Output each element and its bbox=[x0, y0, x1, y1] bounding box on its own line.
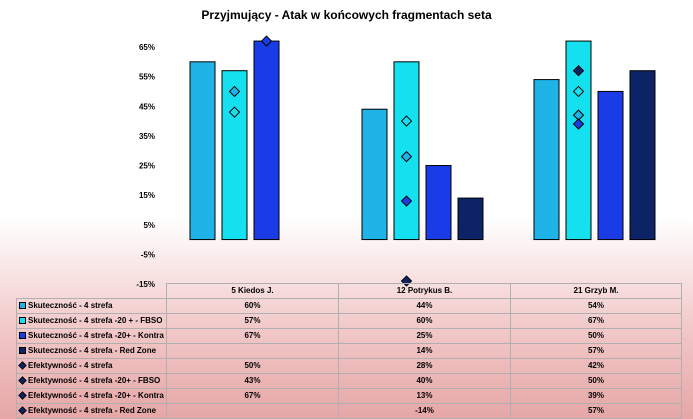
y-tick-label: 45% bbox=[139, 102, 155, 111]
marker-point bbox=[572, 64, 585, 77]
legend-label: Efektywność - 4 strefa -20+ - FBSO bbox=[28, 376, 161, 385]
marker-point bbox=[572, 85, 585, 98]
legend-label: Efektywność - 4 strefa -20+ - Kontra bbox=[28, 391, 164, 400]
data-label: 50% bbox=[166, 358, 339, 374]
data-label: 25% bbox=[338, 328, 511, 344]
table-row: Skuteczność - 4 strefa -20+ - Kontra 67% 2… bbox=[16, 328, 682, 344]
bar bbox=[457, 197, 484, 241]
legend-label: Skuteczność - 4 strefa -20+ - Kontra bbox=[28, 331, 164, 340]
marker-point bbox=[228, 106, 241, 118]
table-row: Efektywność - 4 strefa 50% 28% 42% bbox=[16, 358, 682, 374]
data-table: 5 Kiedos J. 12 Potrykus B. 21 Grzyb M. Skut… bbox=[16, 283, 682, 419]
data-label: 60% bbox=[166, 298, 339, 314]
legend-cell: Skuteczność - 4 strefa - Red Zone bbox=[16, 343, 167, 359]
legend-key bbox=[19, 317, 26, 324]
data-label: 67% bbox=[510, 313, 682, 329]
legend-label: Efektywność - 4 strefa bbox=[28, 361, 113, 370]
bar bbox=[253, 40, 280, 241]
data-label: 60% bbox=[338, 313, 511, 329]
data-label: 43% bbox=[166, 373, 339, 389]
data-label: 40% bbox=[338, 373, 511, 389]
category-label: 5 Kiedos J. bbox=[166, 283, 339, 299]
legend-cell: Efektywność - 4 strefa bbox=[16, 358, 167, 374]
legend-cell: Efektywność - 4 strefa - Red Zone bbox=[16, 403, 167, 419]
data-label: 54% bbox=[510, 298, 682, 314]
marker-point bbox=[400, 195, 413, 207]
data-label: -14% bbox=[338, 403, 511, 419]
category-label: 12 Potrykus B. bbox=[338, 283, 511, 299]
marker-point bbox=[260, 35, 273, 47]
table-corner-cell bbox=[17, 284, 167, 299]
data-label: 57% bbox=[166, 313, 339, 329]
y-tick-label: -15% bbox=[136, 280, 155, 289]
table-row: Efektywność - 4 strefa -20+ - Kontra 67% 1… bbox=[16, 388, 682, 404]
data-label: 28% bbox=[338, 358, 511, 374]
legend-cell: Efektywność - 4 strefa -20+ - Kontra bbox=[16, 388, 167, 404]
bar bbox=[629, 70, 656, 241]
data-label: 57% bbox=[510, 403, 682, 419]
category-label: 21 Grzyb M. bbox=[510, 283, 682, 299]
y-tick-label: 15% bbox=[139, 191, 155, 200]
data-label: 39% bbox=[510, 388, 682, 404]
legend-key bbox=[18, 361, 27, 370]
data-label bbox=[166, 403, 339, 419]
marker-point bbox=[228, 85, 241, 98]
bar bbox=[597, 90, 624, 241]
legend-cell: Skuteczność - 4 strefa -20 + - FBSO bbox=[16, 313, 167, 329]
marker-point bbox=[400, 150, 413, 163]
legend-key bbox=[19, 347, 26, 354]
y-tick-label: -5% bbox=[141, 250, 155, 259]
legend-key bbox=[19, 302, 26, 309]
legend-cell: Skuteczność - 4 strefa -20+ - Kontra bbox=[16, 328, 167, 344]
bar bbox=[361, 108, 388, 241]
legend-key bbox=[18, 376, 27, 385]
bar bbox=[425, 165, 452, 241]
legend-label: Efektywność - 4 strefa - Red Zone bbox=[28, 406, 157, 415]
marker-point bbox=[400, 115, 413, 127]
y-tick-label: 35% bbox=[139, 132, 155, 141]
table-header-row: 5 Kiedos J. 12 Potrykus B. 21 Grzyb M. bbox=[17, 283, 682, 299]
data-label: 50% bbox=[510, 373, 682, 389]
legend-key bbox=[18, 391, 27, 400]
y-tick-label: 65% bbox=[139, 43, 155, 52]
data-label: 67% bbox=[166, 388, 339, 404]
data-label bbox=[166, 343, 339, 359]
data-label: 50% bbox=[510, 328, 682, 344]
table-row: Efektywność - 4 strefa -20+ - FBSO 43% 40%… bbox=[16, 373, 682, 389]
chart-title: Przyjmujący - Atak w końcowych fragmenta… bbox=[201, 8, 492, 22]
bar bbox=[533, 79, 560, 241]
bar bbox=[221, 70, 248, 241]
marker-point bbox=[572, 118, 585, 130]
table-row: Skuteczność - 4 strefa - Red Zone 14% 57% bbox=[16, 343, 682, 359]
bar bbox=[189, 61, 216, 241]
y-tick-label: 5% bbox=[143, 221, 155, 230]
legend-cell: Efektywność - 4 strefa -20+ - FBSO bbox=[16, 373, 167, 389]
table-row: Skuteczność - 4 strefa -20 + - FBSO 57% 60… bbox=[16, 313, 682, 329]
data-label: 42% bbox=[510, 358, 682, 374]
legend-key bbox=[19, 332, 26, 339]
legend-label: Skuteczność - 4 strefa - Red Zone bbox=[28, 346, 157, 355]
legend-label: Skuteczność - 4 strefa -20 + - FBSO bbox=[28, 316, 163, 325]
legend-label: Skuteczność - 4 strefa bbox=[28, 301, 113, 310]
data-label: 57% bbox=[510, 343, 682, 359]
y-tick-label: 55% bbox=[139, 73, 155, 82]
table-row: Efektywność - 4 strefa - Red Zone -14% 57% bbox=[16, 403, 682, 419]
table-row: Skuteczność - 4 strefa 60% 44% 54% bbox=[16, 298, 682, 314]
data-label: 14% bbox=[338, 343, 511, 359]
bar bbox=[393, 61, 420, 241]
data-label: 13% bbox=[338, 388, 511, 404]
data-label: 67% bbox=[166, 328, 339, 344]
data-label: 44% bbox=[338, 298, 511, 314]
y-tick-label: 25% bbox=[139, 162, 155, 171]
legend-cell: Skuteczność - 4 strefa bbox=[16, 298, 167, 314]
legend-key bbox=[18, 406, 27, 415]
